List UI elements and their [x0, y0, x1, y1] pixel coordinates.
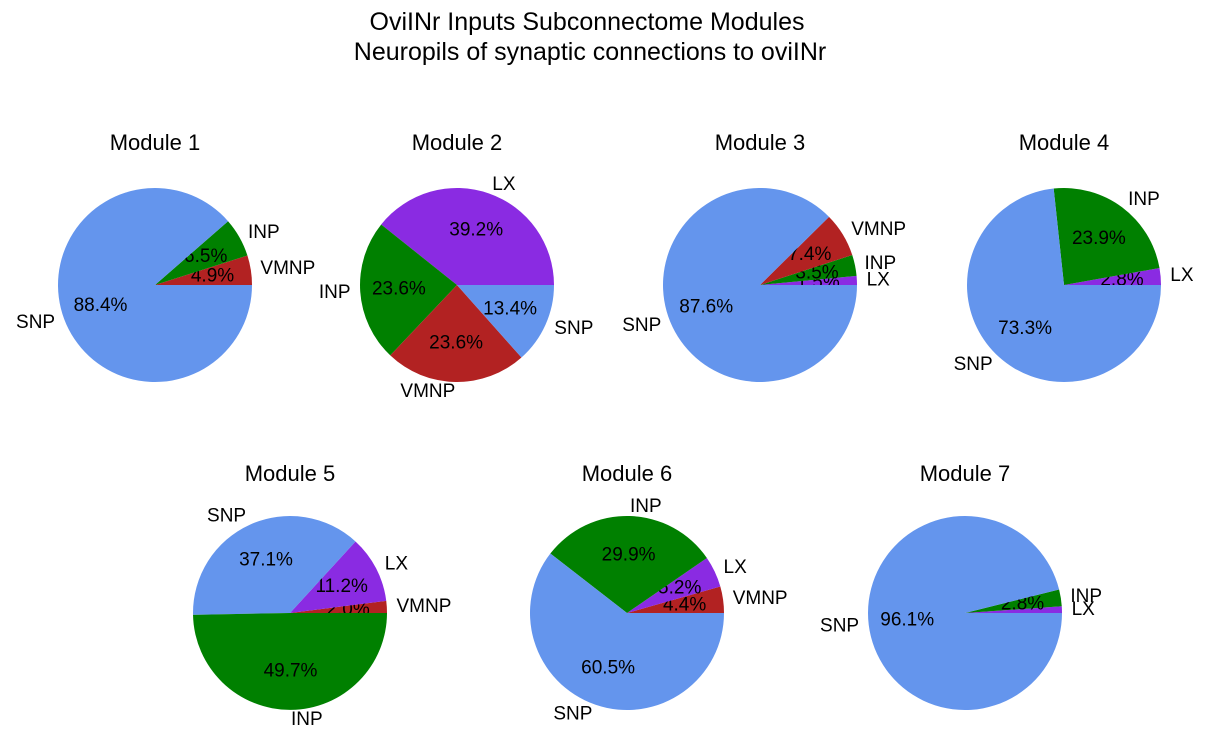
pie-slice-lx: [290, 541, 387, 613]
slice-percent-snp: 37.1%: [239, 550, 293, 571]
pie-title: Module 7: [920, 461, 1011, 486]
slice-label-lx: LX: [385, 554, 409, 575]
slice-percent-snp: 73.3%: [998, 318, 1052, 339]
slice-percent-snp: 96.1%: [880, 610, 934, 631]
slice-label-snp: SNP: [954, 354, 993, 375]
slice-percent-inp: 29.9%: [602, 544, 656, 565]
pie-title: Module 5: [245, 461, 336, 486]
slice-label-vmnp: VMNP: [260, 258, 315, 279]
pie-slice-snp: [530, 553, 724, 710]
pie-slice-snp: [57, 188, 252, 383]
slice-percent-inp: 23.6%: [372, 279, 426, 300]
pie-slice-inp: [360, 224, 457, 356]
slice-label-snp: SNP: [820, 616, 859, 637]
slice-percent-vmnp: 7.4%: [788, 244, 831, 265]
pie-title: Module 1: [110, 130, 201, 155]
pie-slice-inp: [965, 589, 1062, 613]
pie-title: Module 4: [1019, 130, 1110, 155]
slice-label-lx: LX: [724, 557, 748, 578]
pie-slice-inp: [550, 515, 707, 613]
pie-slice-snp: [457, 285, 554, 358]
pie-slice-lx: [760, 275, 857, 285]
slice-label-vmnp: VMNP: [397, 596, 452, 617]
pie-slice-vmnp: [627, 586, 725, 613]
pie-slice-inp: [155, 221, 248, 285]
slice-label-lx: LX: [492, 174, 516, 195]
slice-label-inp: INP: [248, 222, 280, 243]
slice-label-vmnp: VMNP: [733, 588, 788, 609]
slice-percent-snp: 87.6%: [679, 297, 733, 318]
pie-slice-vmnp: [290, 600, 387, 613]
slice-percent-lx: 11.2%: [315, 576, 368, 597]
pie-slice-lx: [965, 606, 1062, 613]
pie-panel-1: Module 1 VMNP 4.9% INP 6.5% SNP 88.4%: [16, 130, 315, 383]
slice-percent-snp: 13.4%: [483, 298, 537, 319]
slice-label-lx: LX: [1170, 265, 1194, 286]
slice-percent-snp: 60.5%: [581, 658, 635, 679]
slice-label-snp: SNP: [554, 318, 593, 339]
slice-label-snp: SNP: [16, 312, 55, 333]
pie-slice-lx: [1064, 268, 1161, 285]
slice-percent-vmnp: 4.4%: [663, 595, 706, 616]
slice-label-inp: INP: [319, 282, 351, 303]
slice-label-vmnp: VMNP: [400, 381, 455, 402]
pie-title: Module 6: [582, 461, 673, 486]
pie-slice-vmnp: [760, 216, 853, 285]
slice-percent-inp: 49.7%: [264, 661, 318, 682]
pie-slice-snp: [193, 515, 356, 615]
slice-label-lx: LX: [1072, 599, 1096, 620]
pie-slice-inp: [193, 613, 387, 710]
slice-label-inp: INP: [630, 496, 662, 517]
figure-title-line-1: OviINr Inputs Subconnectome Modules: [370, 8, 805, 36]
pie-title: Module 2: [412, 130, 503, 155]
pie-title: Module 3: [715, 130, 806, 155]
slice-label-inp: INP: [1070, 586, 1102, 607]
slice-label-snp: SNP: [622, 315, 661, 336]
slice-label-vmnp: VMNP: [851, 219, 906, 240]
slice-percent-vmnp: 23.6%: [429, 333, 483, 354]
pie-slice-vmnp: [155, 255, 252, 285]
pie-slice-snp: [966, 188, 1161, 382]
pie-slice-lx: [627, 557, 721, 613]
pie-slice-inp: [760, 255, 857, 285]
slice-label-inp: INP: [1128, 189, 1160, 210]
slice-label-snp: SNP: [553, 703, 592, 724]
figure-title-line-2: Neuropils of synaptic connections to ovi…: [354, 38, 826, 66]
slice-percent-vmnp: 4.9%: [191, 266, 234, 287]
pie-slice-lx: [381, 188, 554, 285]
pie-panel-2: Module 2 LX 39.2% INP 23.6% VMNP 23.6% SNP 13.4%: [319, 130, 593, 402]
pie-slice-vmnp: [390, 285, 522, 383]
pie-slice-snp: [867, 516, 1062, 711]
pie-slice-snp: [662, 187, 857, 382]
slice-percent-inp: 6.5%: [184, 246, 227, 267]
slice-percent-lx: 39.2%: [449, 220, 503, 241]
slice-percent-snp: 88.4%: [74, 295, 128, 316]
slice-label-lx: LX: [867, 270, 891, 291]
slice-percent-inp: 23.9%: [1072, 228, 1126, 249]
slice-label-inp: INP: [865, 253, 897, 274]
pie-slice-inp: [1053, 187, 1160, 285]
slice-label-inp: INP: [291, 709, 323, 730]
slice-label-snp: SNP: [207, 505, 246, 526]
